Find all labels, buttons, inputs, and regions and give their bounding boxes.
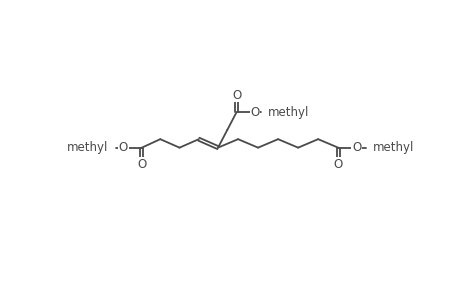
Text: methyl: methyl [268, 106, 309, 119]
Text: O: O [118, 141, 128, 154]
Text: methyl: methyl [372, 141, 413, 154]
Text: O: O [137, 158, 146, 171]
Text: methyl: methyl [67, 141, 108, 154]
Text: O: O [231, 89, 241, 102]
Text: O: O [333, 158, 342, 171]
Text: O: O [250, 106, 259, 119]
Text: O: O [351, 141, 360, 154]
